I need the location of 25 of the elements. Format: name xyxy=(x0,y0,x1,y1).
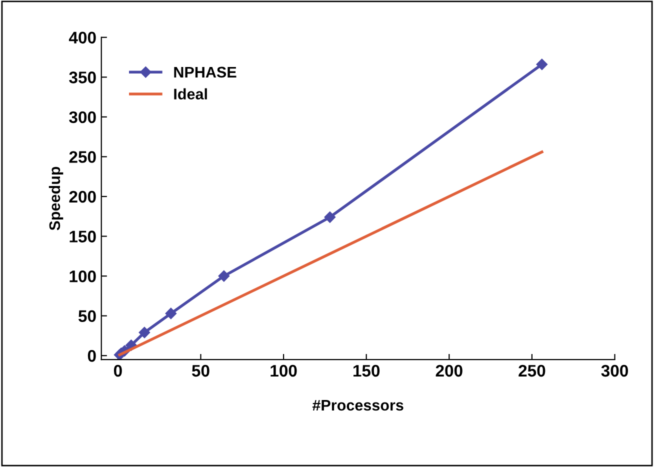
x-tick-label: 50 xyxy=(192,364,210,377)
y-tick-label: 200 xyxy=(69,190,96,203)
y-tick-label: 0 xyxy=(88,350,96,362)
x-tick-label: 100 xyxy=(270,364,297,377)
legend-label: NPHASE xyxy=(174,66,236,78)
x-axis-title: #Processors xyxy=(312,400,404,411)
point xyxy=(165,308,177,320)
y-tick-label: 50 xyxy=(78,310,96,322)
x-tick-label: 0 xyxy=(114,364,122,377)
y-tick-label: 150 xyxy=(70,230,96,242)
y-tick-label: 350 xyxy=(69,72,96,84)
y-tick-label: 300 xyxy=(69,111,96,124)
y-axis-title: Speedup xyxy=(48,166,64,230)
point xyxy=(218,270,230,282)
x-tick-label: 200 xyxy=(436,364,462,377)
legend-label: Ideal xyxy=(174,88,207,100)
y-tick-label: 100 xyxy=(70,270,96,282)
y-tick-label: 400 xyxy=(68,32,96,44)
point xyxy=(324,212,336,223)
x-tick-label: 250 xyxy=(518,364,546,377)
point xyxy=(138,326,150,338)
y-tick-label: 250 xyxy=(69,151,96,163)
x-tick-label: 150 xyxy=(353,364,380,377)
x-tick-label: 300 xyxy=(601,364,628,377)
point xyxy=(536,58,548,70)
